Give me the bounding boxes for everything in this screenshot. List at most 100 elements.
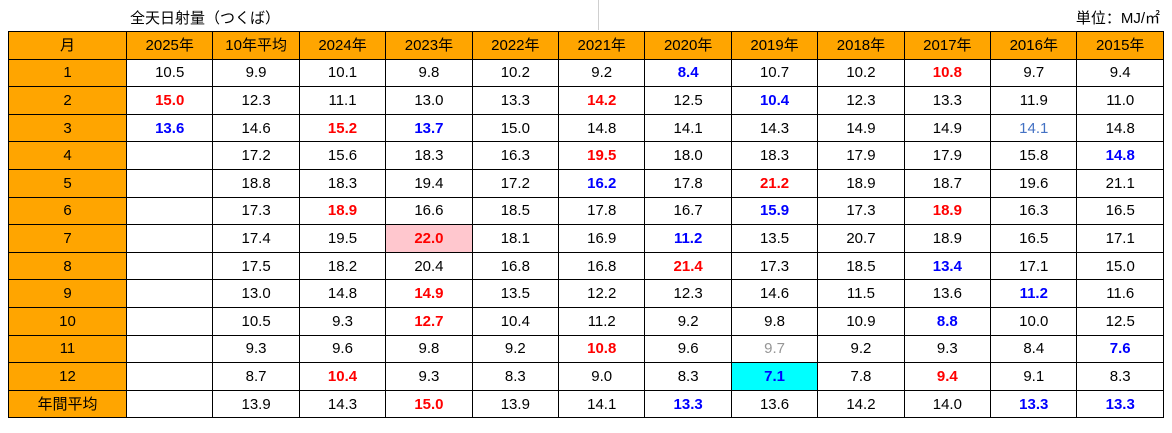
table-cell: 19.4: [385, 168, 473, 198]
year-column-header: 2023年: [385, 31, 473, 60]
table-cell: 8.4: [990, 334, 1078, 364]
table-cell: 20.7: [817, 224, 905, 253]
table-row: 4 17.2 15.6 18.3 16.3 19.5 18.0 18.3 17.9 17.9 15.…: [8, 141, 1164, 170]
table-cell: 8.3: [644, 362, 732, 391]
row-label: 4: [8, 141, 127, 170]
year-column-header: 2019年: [730, 31, 819, 60]
table-cell: 21.2: [730, 168, 819, 198]
table-cell: 12.3: [644, 279, 732, 308]
table-cell: 10.4: [471, 306, 560, 336]
table-cell: 18.1: [471, 224, 560, 253]
table-cell: [125, 334, 214, 364]
table-cell: 13.9: [212, 389, 300, 419]
table-cell: 9.0: [558, 362, 646, 391]
table-row: 6 17.3 18.9 16.6 18.5 17.8 16.7 15.9 17.3 18.9 16.…: [8, 196, 1164, 226]
table-cell: 18.9: [817, 168, 905, 198]
table-cell: [125, 251, 214, 281]
table-cell: 9.3: [298, 306, 387, 336]
table-cell: 14.3: [298, 389, 387, 419]
table-cell: 16.5: [1076, 196, 1164, 226]
table-cell: 13.7: [385, 113, 473, 143]
table-cell: 8.3: [1076, 362, 1164, 391]
table-cell: 16.2: [558, 168, 646, 198]
table-cell: 10.4: [298, 362, 387, 391]
table-row: 7 17.4 19.5 22.0 18.1 16.9 11.2 13.5 20.7 18.9 16.…: [8, 224, 1164, 253]
table-cell: 13.0: [385, 86, 473, 115]
table-cell: 11.2: [990, 279, 1078, 308]
table-cell: [125, 141, 214, 170]
table-cell: 15.8: [990, 141, 1078, 170]
table-cell: 9.7: [730, 334, 819, 364]
table-cell: 13.0: [212, 279, 300, 308]
table-cell: 19.5: [298, 224, 387, 253]
table-cell: 17.5: [212, 251, 300, 281]
header-row: 月 2025年 10年平均 2024年 2023年 2022年 2021年 2020年 2019…: [8, 31, 1164, 60]
table-cell: 9.3: [385, 362, 473, 391]
table-cell: 13.6: [125, 113, 214, 143]
table-cell: 9.2: [644, 306, 732, 336]
table-cell: 9.2: [817, 334, 905, 364]
year-column-header: 2021年: [558, 31, 646, 60]
table-cell: 9.8: [730, 306, 819, 336]
table-cell: 9.4: [1076, 58, 1164, 88]
row-label: 2: [8, 86, 127, 115]
table-cell: [125, 362, 214, 391]
table-cell: 13.6: [730, 389, 819, 419]
row-label: 12: [8, 362, 127, 391]
top-bar: 全天日射量（つくば） 単位：MJ/㎡: [0, 0, 1172, 30]
table-cell: 9.2: [558, 58, 646, 88]
table-cell: 9.3: [212, 334, 300, 364]
table-cell: 15.0: [125, 86, 214, 115]
table-cell: 9.8: [385, 58, 473, 88]
row-label: 8: [8, 251, 127, 281]
table-cell: [125, 168, 214, 198]
year-column-header: 2018年: [817, 31, 905, 60]
row-label: 1: [8, 58, 127, 88]
table-cell: 17.4: [212, 224, 300, 253]
table-cell: 14.6: [730, 279, 819, 308]
table-cell: 16.6: [385, 196, 473, 226]
table-cell: 18.8: [212, 168, 300, 198]
table-cell: 18.3: [730, 141, 819, 170]
year-column-header: 2016年: [990, 31, 1078, 60]
table-cell: 16.3: [471, 141, 560, 170]
table-cell: 15.9: [730, 196, 819, 226]
year-column-header: 10年平均: [212, 31, 300, 60]
table-cell: 14.1: [644, 113, 732, 143]
table-cell: [125, 196, 214, 226]
row-label: 5: [8, 168, 127, 198]
table-cell: 10.2: [817, 58, 905, 88]
table-cell: 9.6: [298, 334, 387, 364]
table-cell: 10.4: [730, 86, 819, 115]
table-cell: 12.5: [1076, 306, 1164, 336]
table-cell: 19.5: [558, 141, 646, 170]
table-cell: 15.0: [471, 113, 560, 143]
table-cell: 9.4: [903, 362, 992, 391]
table-cell: 12.3: [212, 86, 300, 115]
table-cell: 12.2: [558, 279, 646, 308]
table-cell: [125, 224, 214, 253]
table-cell: 14.2: [558, 86, 646, 115]
table-cell: 18.2: [298, 251, 387, 281]
table-cell: 16.9: [558, 224, 646, 253]
table-cell: 17.9: [903, 141, 992, 170]
table-cell: 12.5: [644, 86, 732, 115]
table-cell: 9.1: [990, 362, 1078, 391]
table-cell: 14.3: [730, 113, 819, 143]
table-cell: 12.7: [385, 306, 473, 336]
row-label: 11: [8, 334, 127, 364]
table-cell: [125, 389, 214, 419]
table-header: 月 2025年 10年平均 2024年 2023年 2022年 2021年 2020年 2019…: [8, 31, 1164, 60]
table-cell: 16.8: [471, 251, 560, 281]
table-cell: 7.6: [1076, 334, 1164, 364]
table-row: 3 13.6 14.6 15.2 13.7 15.0 14.8 14.1 14.3 14.9 14.…: [8, 113, 1164, 143]
table-cell: 13.9: [471, 389, 560, 419]
month-column-header: 月: [8, 31, 127, 60]
year-column-header: 2017年: [903, 31, 992, 60]
table-cell: 17.2: [212, 141, 300, 170]
row-label: 年間平均: [8, 389, 127, 419]
table-cell: 13.3: [903, 86, 992, 115]
table-cell: 18.9: [903, 196, 992, 226]
radiation-table: 月 2025年 10年平均 2024年 2023年 2022年 2021年 2020年 2019…: [8, 31, 1164, 419]
table-cell: 10.1: [298, 58, 387, 88]
